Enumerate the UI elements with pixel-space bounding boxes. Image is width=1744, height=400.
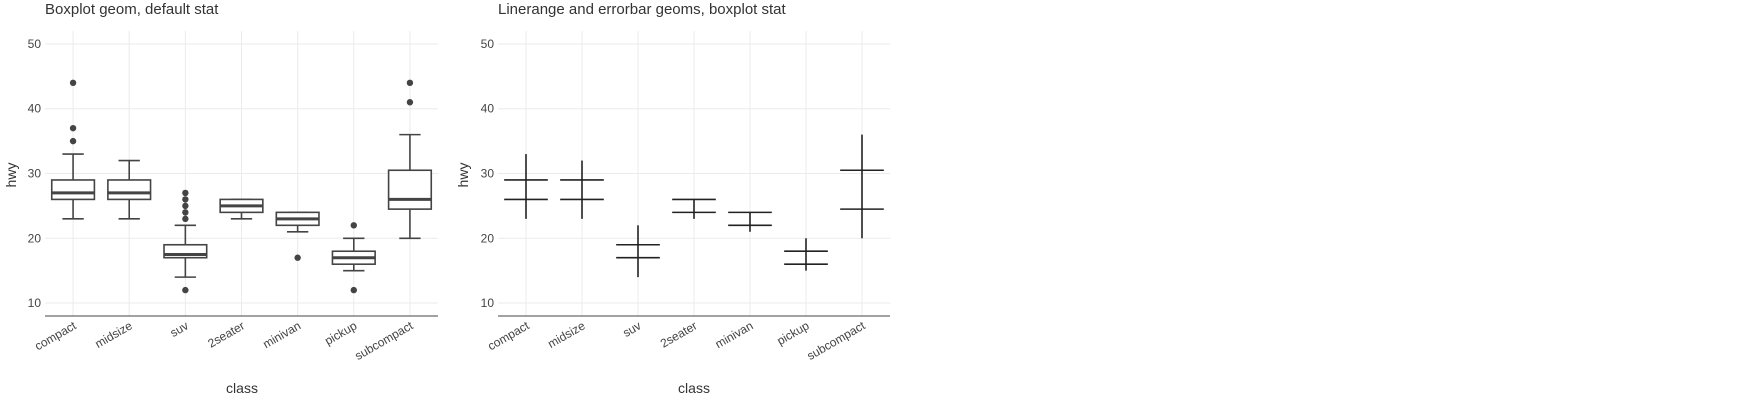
x-tick-label: subcompact — [352, 318, 416, 363]
y-axis-label: hwy — [455, 163, 471, 188]
x-tick-label: compact — [485, 318, 532, 353]
x-tick-label: midsize — [92, 318, 135, 351]
x-tick-label: minivan — [713, 318, 756, 351]
y-tick-label: 10 — [481, 296, 495, 310]
range-suv — [616, 225, 660, 278]
x-tick-label: pickup — [322, 318, 359, 348]
outlier-point — [406, 99, 414, 106]
chart-title: Boxplot geom, default stat — [45, 1, 219, 18]
y-tick-label: 20 — [481, 231, 495, 245]
outlier-point — [69, 79, 77, 87]
box-suv — [163, 189, 208, 294]
x-tick-label: suv — [620, 318, 643, 339]
outlier-point — [182, 196, 189, 203]
range-subcompact — [840, 134, 884, 239]
iqr-box — [387, 169, 433, 210]
box-subcompact — [387, 79, 433, 240]
range-minivan — [728, 211, 772, 232]
x-tick-label: 2seater — [205, 318, 247, 350]
range-pickup — [784, 238, 828, 271]
x-tick-label: midsize — [545, 318, 588, 351]
outlier-point — [406, 79, 414, 87]
outlier-point — [182, 286, 189, 294]
chart-title: Linerange and errorbar geoms, boxplot st… — [498, 1, 787, 18]
x-tick-label: compact — [32, 318, 79, 353]
x-tick-label: 2seater — [658, 318, 700, 350]
range-midsize — [560, 160, 604, 219]
x-axis-label: class — [678, 380, 710, 396]
outlier-point — [182, 209, 189, 216]
box-midsize — [107, 159, 152, 220]
y-tick-label: 40 — [28, 102, 42, 116]
outlier-point — [350, 286, 357, 294]
iqr-box — [50, 179, 96, 201]
boxplot-panel: Boxplot geom, default stat class hwy 10 2… — [3, 1, 438, 396]
x-tick-label: suv — [168, 318, 191, 339]
outlier-point — [69, 124, 77, 132]
x-axis-label: class — [226, 380, 258, 396]
range-compact — [504, 154, 548, 219]
outlier-point — [182, 202, 189, 210]
y-tick-label: 40 — [481, 102, 495, 116]
outlier-point — [182, 189, 189, 197]
box-2seater — [219, 198, 264, 220]
outlier-point — [294, 254, 301, 261]
x-tick-label: pickup — [774, 318, 811, 348]
y-tick-label: 10 — [28, 296, 42, 310]
box-pickup — [331, 222, 376, 294]
iqr-box — [107, 179, 152, 201]
y-tick-label: 20 — [28, 231, 42, 245]
y-tick-label: 50 — [481, 37, 495, 51]
outlier-point — [182, 215, 189, 223]
outlier-point — [69, 137, 77, 145]
y-tick-label: 30 — [481, 167, 495, 181]
errorbar-panel: Linerange and errorbar geoms, boxplot st… — [455, 1, 890, 396]
y-axis-label: hwy — [3, 163, 19, 188]
outlier-point — [350, 222, 357, 229]
range-2seater — [672, 198, 716, 219]
x-tick-label: minivan — [260, 318, 303, 351]
x-tick-label: subcompact — [804, 318, 868, 363]
box-compact — [50, 79, 96, 220]
box-minivan — [275, 211, 320, 261]
y-tick-label: 30 — [28, 167, 42, 181]
y-tick-label: 50 — [28, 37, 42, 51]
